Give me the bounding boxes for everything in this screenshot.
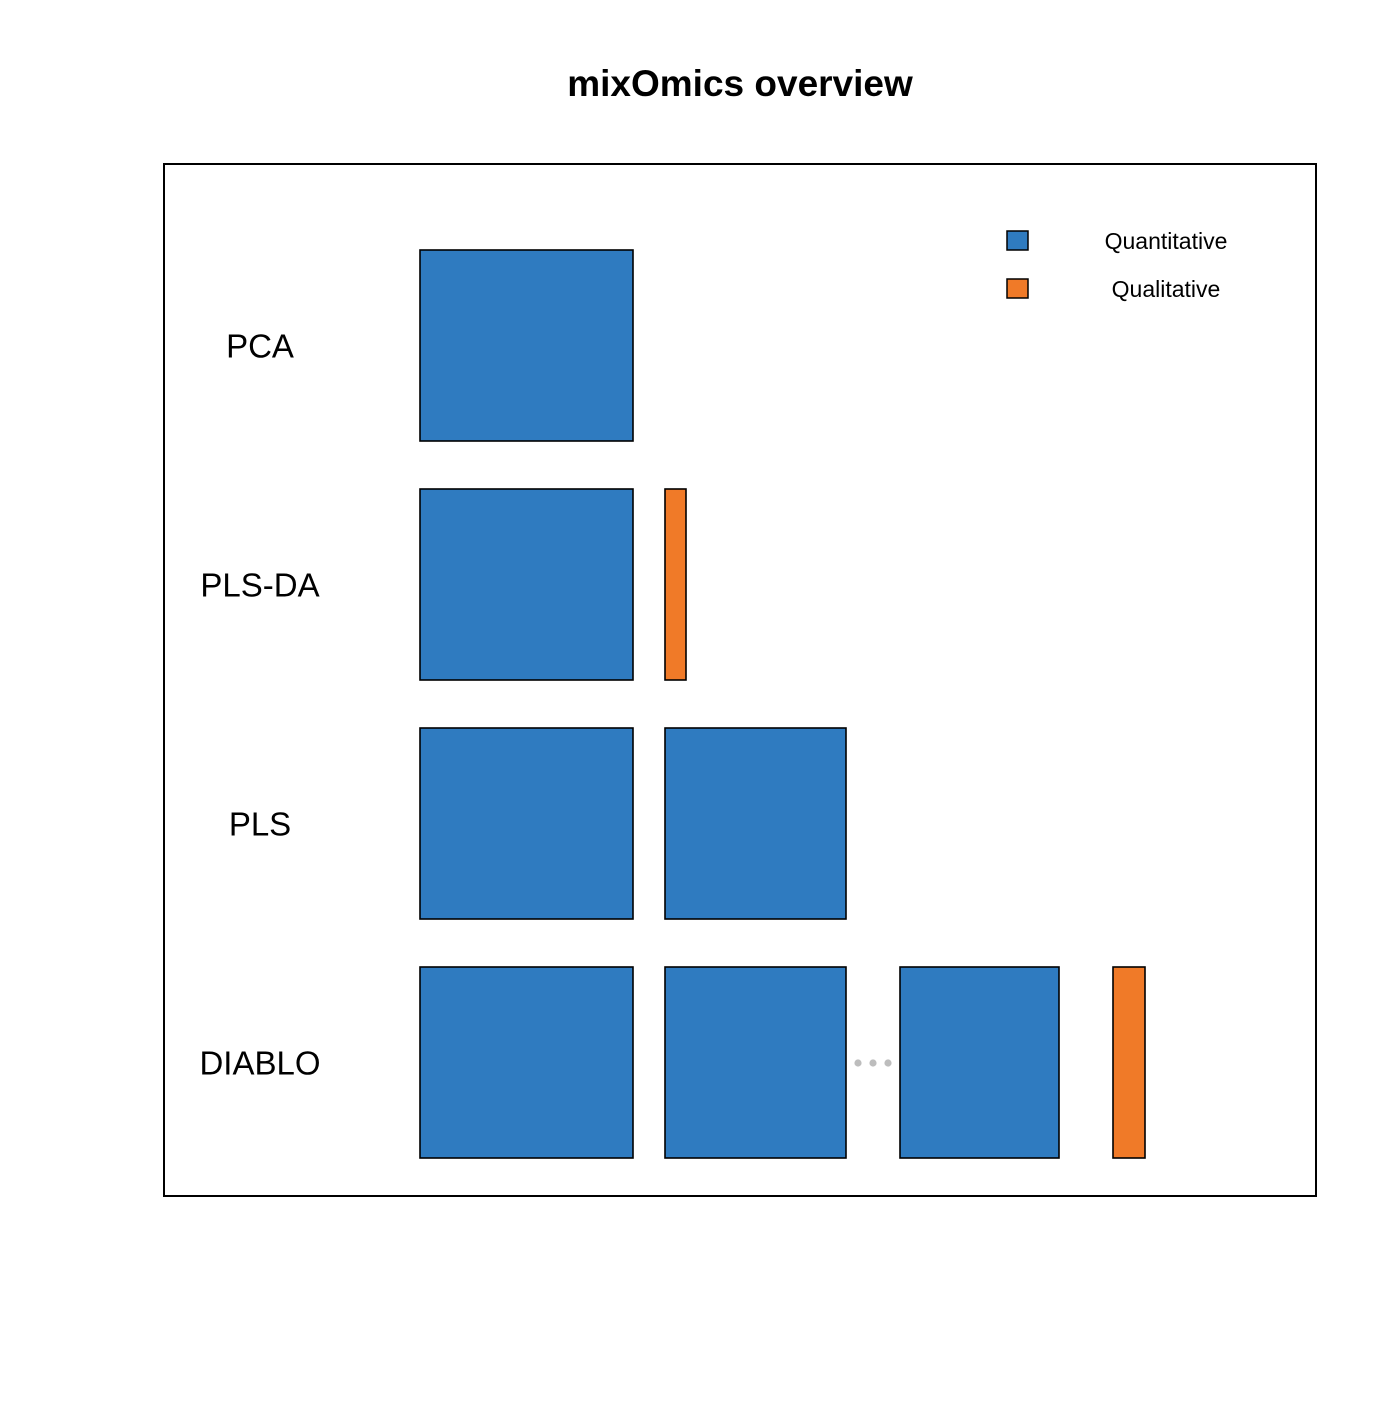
method-label: PLS-DA [200,567,319,604]
legend-swatch-qualitative [1006,278,1029,299]
method-row-pls: PLS [229,727,847,920]
quantitative-block [419,249,634,442]
diagram-title: mixOmics overview [567,63,913,104]
legend-label-qualitative: Qualitative [1112,276,1221,302]
legend-swatch-quantitative [1006,230,1029,251]
method-row-diablo: DIABLO [199,966,1146,1159]
qualitative-block [664,488,687,681]
ellipsis-dot [884,1059,892,1067]
method-rows: PCA PLS-DA PLS DIABLO [199,249,1146,1159]
qualitative-block [1112,966,1146,1159]
legend-label-quantitative: Quantitative [1105,228,1228,254]
ellipsis-dot [854,1059,862,1067]
plot-frame [163,163,1317,1197]
method-row-pls-da: PLS-DA [200,488,687,681]
method-label: DIABLO [199,1045,320,1082]
method-row-pca: PCA [226,249,634,442]
legend: Quantitative Qualitative [1006,228,1228,302]
method-label: PLS [229,806,291,843]
quantitative-block [419,727,634,920]
quantitative-block [419,488,634,681]
ellipsis-dot [869,1059,877,1067]
method-label: PCA [226,328,294,365]
quantitative-block [664,727,847,920]
quantitative-block [899,966,1060,1159]
quantitative-block [664,966,847,1159]
quantitative-block [419,966,634,1159]
